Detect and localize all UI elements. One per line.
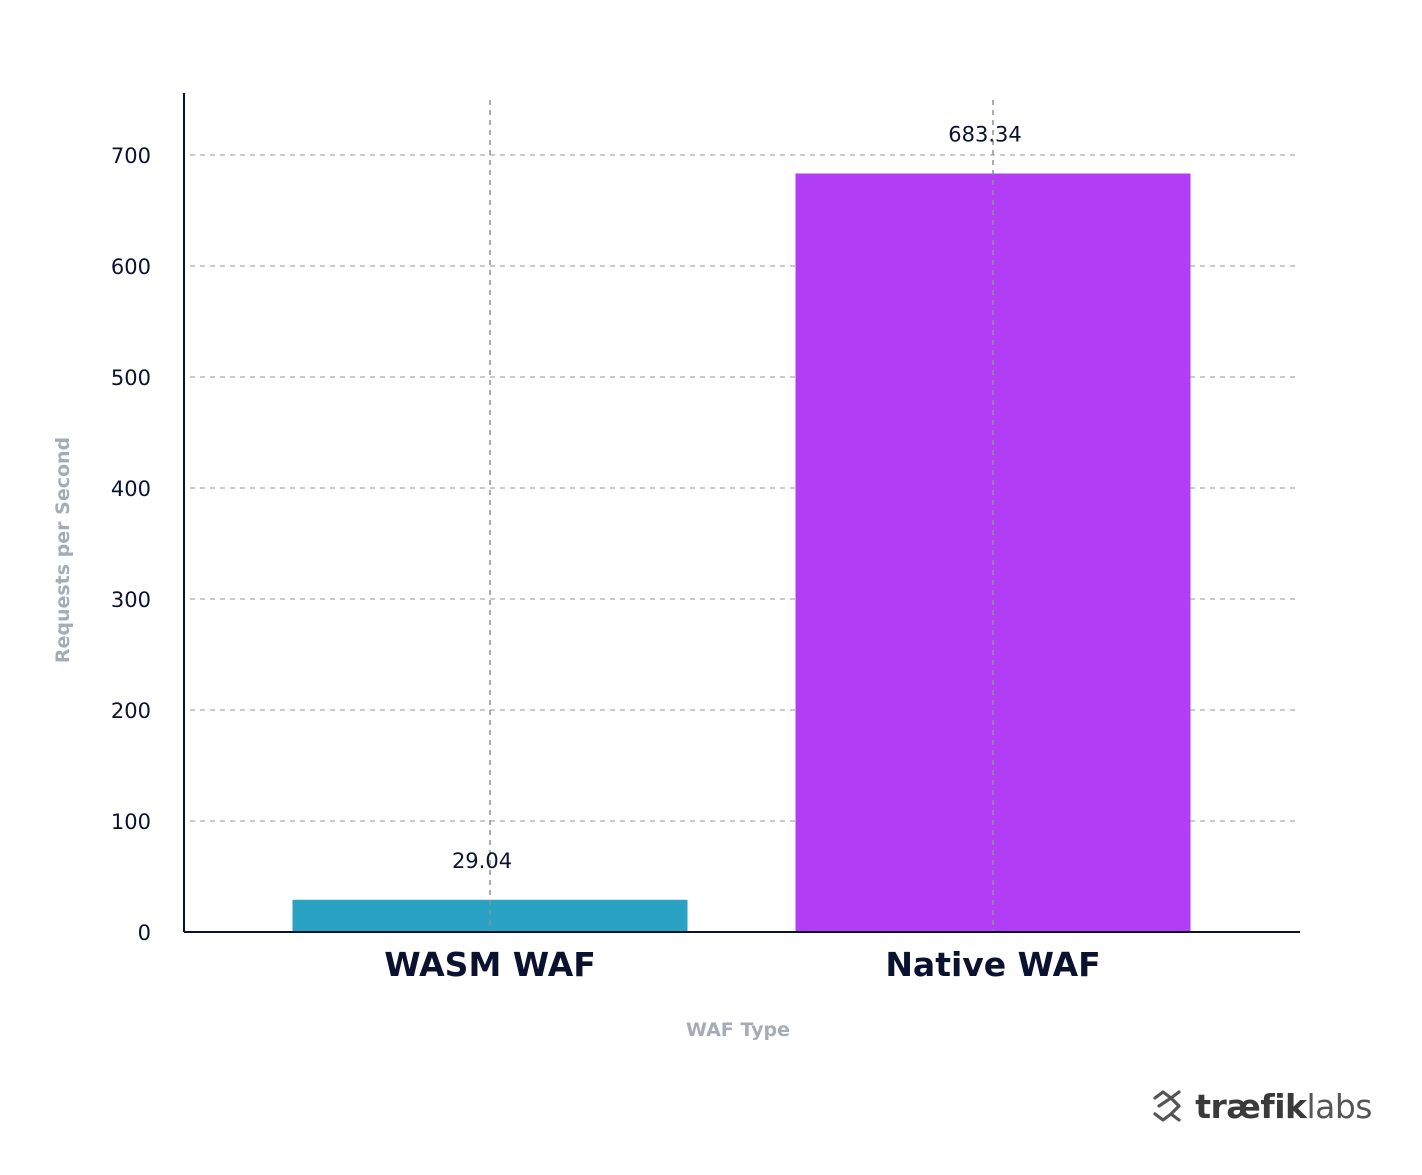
traefik-labs-logo: træfiklabs	[1149, 1082, 1372, 1130]
y-tick-label: 200	[111, 699, 151, 723]
y-tick-label: 100	[111, 810, 151, 834]
logo-wordmark-light: labs	[1306, 1086, 1372, 1126]
bar-value-label: 683.34	[948, 122, 1021, 146]
x-category-label: WASM WAF	[384, 945, 596, 984]
logo-wordmark-strong: træfik	[1195, 1086, 1307, 1126]
bar-value-label: 29.04	[452, 849, 512, 873]
y-tick-labels: 0 100 200 300 400 500 600 700	[111, 144, 151, 945]
x-axis-title: WAF Type	[686, 1019, 790, 1041]
bar	[292, 899, 688, 932]
x-category-label: Native WAF	[885, 945, 1100, 984]
logo-wordmark: træfiklabs	[1195, 1090, 1372, 1123]
gridlines	[190, 154, 1300, 822]
y-tick-label: 300	[111, 588, 151, 612]
y-tick-label: 500	[111, 366, 151, 390]
y-tick-label: 400	[111, 477, 151, 501]
x-category-labels: WASM WAF Native WAF	[384, 945, 1100, 984]
traefik-logo-icon	[1153, 1090, 1181, 1122]
y-tick-label: 0	[138, 921, 151, 945]
vertical-gridlines	[489, 100, 994, 932]
axes	[183, 93, 1300, 933]
y-tick-label: 700	[111, 144, 151, 168]
data-labels: 29.04 683.34	[452, 122, 1022, 872]
y-axis-title: Requests per Second	[52, 437, 74, 663]
bars	[292, 173, 1191, 932]
y-tick-label: 600	[111, 255, 151, 279]
